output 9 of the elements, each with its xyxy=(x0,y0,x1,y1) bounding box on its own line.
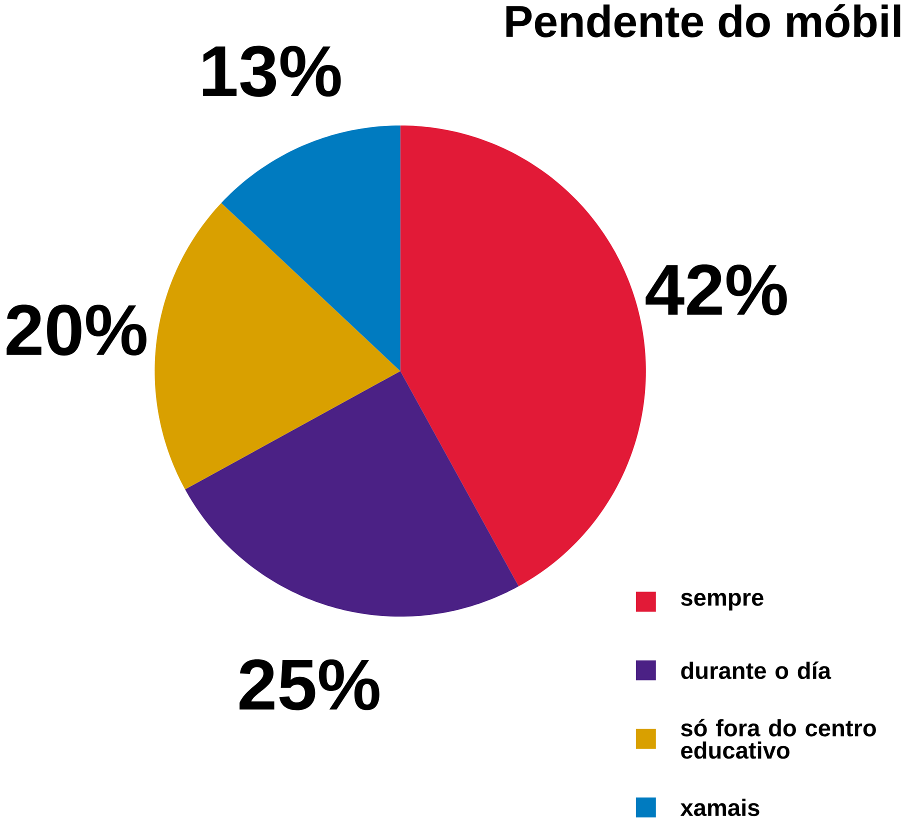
legend-label: durante o día xyxy=(681,661,832,679)
data-label: 42% xyxy=(646,264,787,316)
data-label: 20% xyxy=(6,304,146,356)
data-label: 13% xyxy=(203,46,341,97)
legend-label: só fora do centro educativo xyxy=(681,718,876,759)
chart-title: Pendente do móbil xyxy=(506,4,900,38)
legend-label: sempre xyxy=(681,592,764,610)
legend-label: xamais xyxy=(680,798,760,816)
data-label: 25% xyxy=(240,659,380,710)
